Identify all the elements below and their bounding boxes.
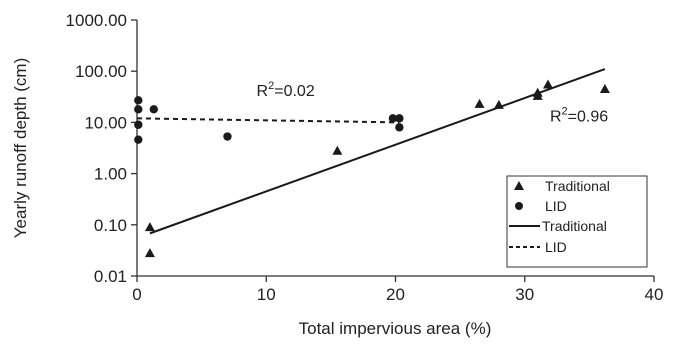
- lid-fit-line: [136, 117, 400, 124]
- r2-annotations: R2=0.02 R2=0.96: [257, 80, 609, 125]
- x-axis-title: Total impervious area (%): [299, 319, 492, 338]
- y-ticks: 0.01 0.10 1.00 10.00 100.00 1000.00: [66, 11, 137, 286]
- fit-lines: [136, 68, 606, 235]
- y-axis-title: Yearly runoff depth (cm): [11, 58, 30, 238]
- lid-point: [134, 96, 143, 105]
- lid-point: [395, 123, 404, 132]
- x-tick-label: 0: [132, 285, 141, 304]
- legend: Traditional LID Traditional LID: [506, 175, 648, 268]
- lid-point: [134, 105, 143, 114]
- legend-label-traditional-line: Traditional: [542, 218, 607, 234]
- legend-circle-marker-icon: [515, 202, 523, 210]
- x-tick-label: 40: [645, 285, 664, 304]
- legend-label-lid-line: LID: [545, 239, 567, 255]
- y-tick-label: 1000.00: [66, 11, 127, 30]
- traditional-point: [144, 248, 155, 258]
- lid-point: [134, 135, 143, 144]
- lid-point: [134, 120, 143, 129]
- data-markers: [134, 79, 610, 258]
- y-tick-label: 10.00: [84, 113, 127, 132]
- x-ticks: 0 10 20 30 40: [132, 276, 663, 304]
- lid-point: [223, 132, 232, 141]
- x-tick-label: 30: [515, 285, 534, 304]
- y-tick-label: 100.00: [75, 62, 127, 81]
- traditional-point: [144, 222, 155, 232]
- r2-label-lid: R2=0.02: [257, 80, 315, 100]
- traditional-point: [332, 145, 343, 155]
- legend-box: [506, 175, 648, 268]
- lid-point: [149, 105, 159, 114]
- y-tick-label: 1.00: [94, 165, 127, 184]
- x-tick-label: 10: [257, 285, 276, 304]
- traditional-point: [532, 90, 543, 100]
- traditional-point: [543, 79, 554, 89]
- lid-point: [395, 114, 404, 123]
- legend-label-traditional-marker: Traditional: [545, 178, 610, 194]
- legend-triangle-marker-icon: [514, 181, 524, 190]
- y-tick-label: 0.10: [94, 216, 127, 235]
- traditional-point: [493, 99, 504, 109]
- traditional-fit-line: [149, 68, 606, 235]
- r2-label-trad: R2=0.96: [550, 105, 608, 125]
- y-tick-label: 0.01: [94, 267, 127, 286]
- traditional-point: [599, 83, 610, 93]
- x-tick-label: 20: [386, 285, 405, 304]
- lid-point: [388, 114, 398, 123]
- legend-label-lid-marker: LID: [545, 198, 567, 214]
- traditional-point: [474, 98, 485, 108]
